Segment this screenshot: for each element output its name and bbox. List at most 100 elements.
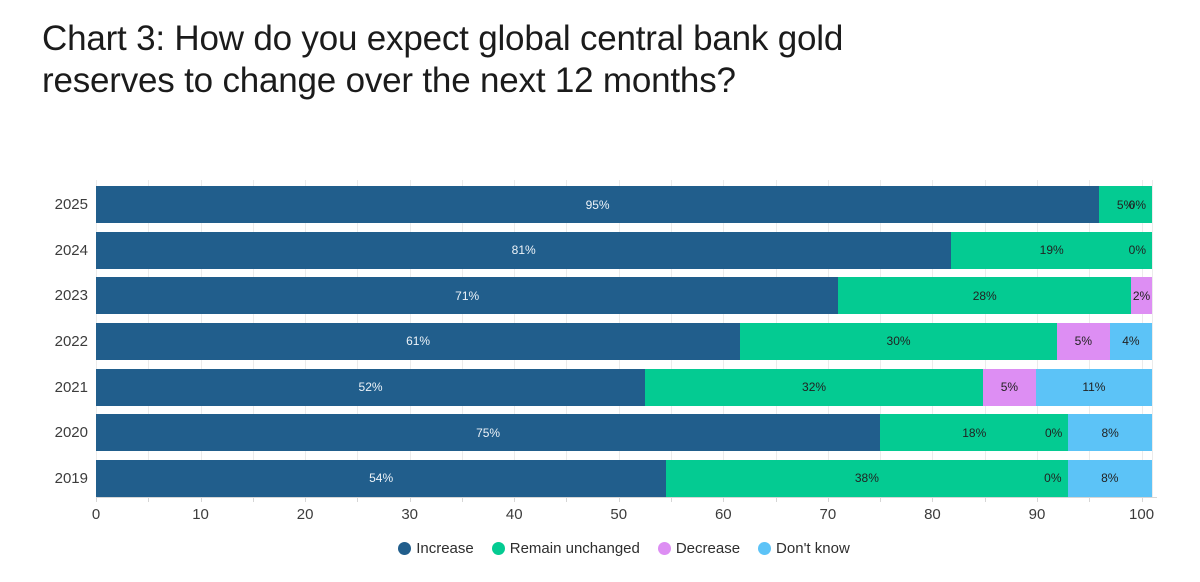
value-label: 5% <box>1116 197 1135 212</box>
plot-area: 95% 5% 0% 81% 19% 0% 71% 28% 2% 61% 30% 5% 4% 52% 32% 5… <box>96 180 1153 497</box>
value-label: 19% <box>1039 243 1064 258</box>
bar-segment[interactable]: 61% <box>96 322 741 360</box>
axis-tick <box>1036 497 1038 502</box>
axis-tick <box>200 497 202 502</box>
axis-tick <box>775 497 777 502</box>
bar-segment[interactable]: 54% <box>96 459 667 497</box>
dont-know-swatch-icon <box>758 542 772 555</box>
bar-segment[interactable]: 28% <box>838 277 1132 315</box>
value-label: 11% <box>1082 380 1106 395</box>
value-label: 0% <box>1045 425 1063 440</box>
legend-item-dont-know[interactable]: Don't know <box>758 540 850 557</box>
bar-segment[interactable]: 81% <box>96 231 952 269</box>
value-label: 81% <box>511 243 536 258</box>
axis-tick <box>461 497 463 502</box>
bar-segment[interactable]: 38% <box>666 459 1068 497</box>
value-label: 38% <box>854 471 879 486</box>
axis-tick <box>357 497 359 502</box>
bar-segment[interactable]: 71% <box>96 277 839 315</box>
category-label: 2019 <box>54 469 88 487</box>
legend-item-remain-unchanged[interactable]: Remain unchanged <box>491 540 640 557</box>
value-label: 71% <box>455 288 480 303</box>
value-label: 61% <box>406 334 431 349</box>
value-label: 5% <box>1074 334 1093 349</box>
x-tick-label: 50 <box>610 506 628 523</box>
bar-segment[interactable]: 30% <box>740 322 1057 360</box>
value-label: 32% <box>802 380 827 395</box>
axis-tick <box>984 497 986 502</box>
bar-segment[interactable]: 95% <box>96 186 1100 223</box>
axis-tick <box>827 497 829 502</box>
value-label: 0% <box>1128 197 1146 212</box>
x-axis-line <box>96 497 1157 498</box>
value-label: 8% <box>1101 471 1119 486</box>
bar-segment[interactable]: 18% <box>880 414 1069 452</box>
axis-tick <box>148 497 150 502</box>
bar-segment[interactable]: 5% <box>983 368 1036 406</box>
bar-segment[interactable]: 5% <box>1056 322 1110 360</box>
axis-tick <box>514 497 516 502</box>
axis-tick <box>96 497 97 502</box>
legend-label: Increase <box>416 540 474 557</box>
bars: 95% 5% 0% 81% 19% 0% 71% 28% 2% 61% 30% 5% 4% 52% 32% 5… <box>96 186 1152 497</box>
gridline <box>1152 180 1153 497</box>
x-tick-label: 40 <box>505 506 523 523</box>
y-axis-labels: 2025 2024 2023 2022 2021 2020 2019 <box>30 186 88 497</box>
remain-unchanged-swatch-icon <box>491 542 505 555</box>
bar-row-2022: 61% 30% 5% 4% <box>96 322 1152 360</box>
axis-tick <box>409 497 411 502</box>
axis-tick <box>1089 497 1091 502</box>
bar-segment[interactable]: 52% <box>96 368 646 406</box>
category-label: 2023 <box>54 287 88 305</box>
x-tick-label: 80 <box>924 506 941 523</box>
bar-segment[interactable]: 2% <box>1131 277 1152 315</box>
bar-row-2021: 52% 32% 5% 11% <box>96 368 1152 406</box>
value-label: 75% <box>476 425 501 440</box>
value-label: 30% <box>886 334 911 349</box>
bar-segment[interactable]: 11% <box>1035 368 1152 406</box>
bar-segment[interactable]: 75% <box>96 414 881 452</box>
category-label: 2020 <box>54 424 88 442</box>
value-label: 0% <box>1044 471 1062 486</box>
x-tick-label: 70 <box>819 506 837 523</box>
bar-segment[interactable]: 5% <box>1099 186 1152 223</box>
value-label: 4% <box>1122 334 1140 349</box>
category-label: 2024 <box>54 241 88 259</box>
axis-tick <box>1141 497 1143 502</box>
x-tick-label: 10 <box>192 506 209 523</box>
axis-tick <box>671 497 673 502</box>
legend: Increase Remain unchanged Decrease Don't… <box>96 540 1152 557</box>
bar-row-2024: 81% 19% 0% <box>96 231 1152 269</box>
value-label: 2% <box>1132 288 1151 303</box>
axis-tick <box>723 497 725 502</box>
bar-segment[interactable]: 8% <box>1067 459 1152 497</box>
axis-tick <box>932 497 934 502</box>
value-label: 18% <box>962 425 987 440</box>
value-label: 5% <box>1000 380 1019 395</box>
chart-title: Chart 3: How do you expect global centra… <box>42 19 844 100</box>
axis-tick <box>566 497 568 502</box>
bar-row-2025: 95% 5% 0% <box>96 186 1152 223</box>
x-tick-label: 90 <box>1028 506 1046 523</box>
bar-row-2019: 54% 38% 0% 8% <box>96 459 1152 497</box>
category-label: 2021 <box>54 378 88 396</box>
bar-row-2023: 71% 28% 2% <box>96 277 1152 315</box>
category-label: 2025 <box>54 196 88 213</box>
bar-segment[interactable]: 32% <box>645 368 984 406</box>
legend-label: Decrease <box>675 540 741 557</box>
value-label: 54% <box>369 471 394 486</box>
bar-segment[interactable]: 8% <box>1068 414 1152 452</box>
legend-label: Don't know <box>776 540 850 557</box>
decrease-swatch-icon <box>657 542 671 555</box>
value-label: 95% <box>585 197 610 212</box>
legend-item-decrease[interactable]: Decrease <box>657 540 741 557</box>
legend-item-increase[interactable]: Increase <box>398 540 474 557</box>
bar-segment[interactable]: 4% <box>1109 322 1152 360</box>
value-label: 28% <box>972 288 997 303</box>
x-tick-label: 0 <box>91 506 101 523</box>
increase-swatch-icon <box>398 542 412 555</box>
axis-tick <box>880 497 882 502</box>
x-tick-label: 20 <box>296 506 314 523</box>
bar-segment[interactable]: 19% <box>951 231 1152 269</box>
x-tick-label: 100 <box>1129 506 1155 523</box>
